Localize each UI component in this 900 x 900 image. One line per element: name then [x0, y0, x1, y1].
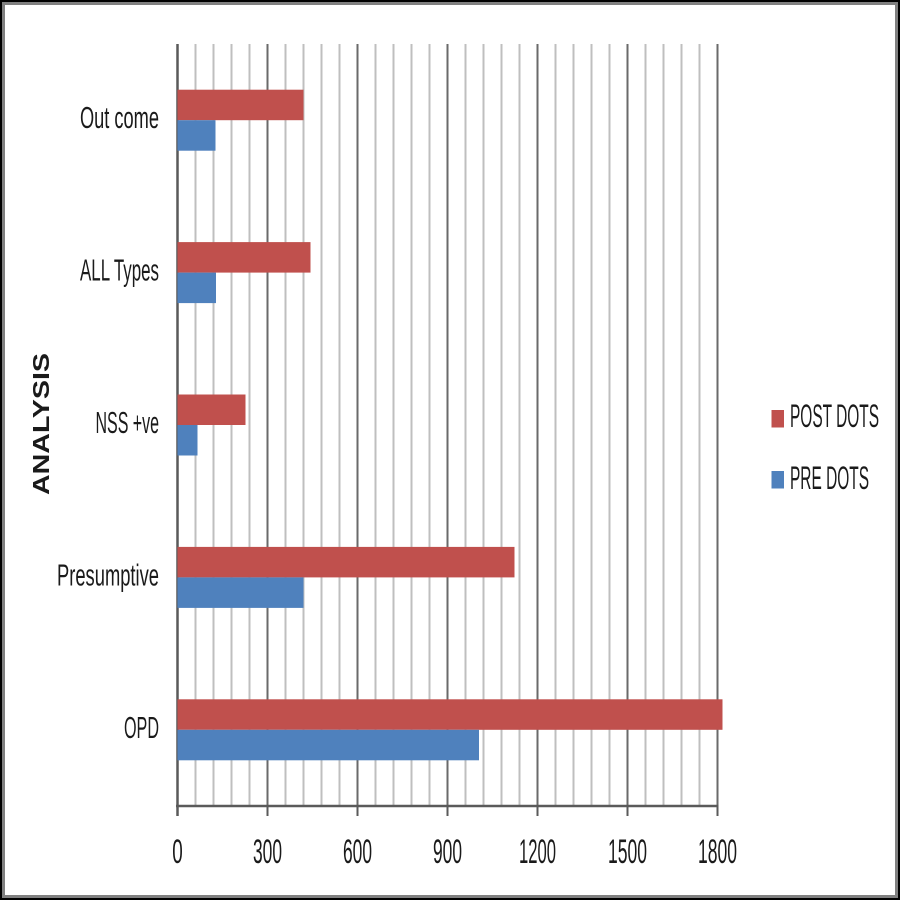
svg-text:POST DOTS: POST DOTS	[790, 398, 879, 434]
svg-text:1500: 1500	[608, 833, 647, 871]
svg-text:Presumptive: Presumptive	[57, 557, 159, 592]
svg-text:PRE DOTS: PRE DOTS	[790, 460, 869, 496]
svg-text:600: 600	[343, 833, 372, 871]
svg-text:ALL Types: ALL Types	[80, 253, 159, 288]
svg-text:Out come: Out come	[80, 100, 159, 135]
svg-text:ANALYSIS: ANALYSIS	[28, 353, 54, 495]
svg-text:300: 300	[253, 833, 282, 871]
svg-text:NSS +ve: NSS +ve	[96, 405, 160, 440]
svg-text:OPD: OPD	[124, 710, 159, 745]
svg-text:0: 0	[172, 833, 183, 871]
svg-text:1200: 1200	[519, 833, 556, 871]
svg-text:900: 900	[433, 833, 462, 871]
svg-text:1800: 1800	[698, 833, 737, 871]
